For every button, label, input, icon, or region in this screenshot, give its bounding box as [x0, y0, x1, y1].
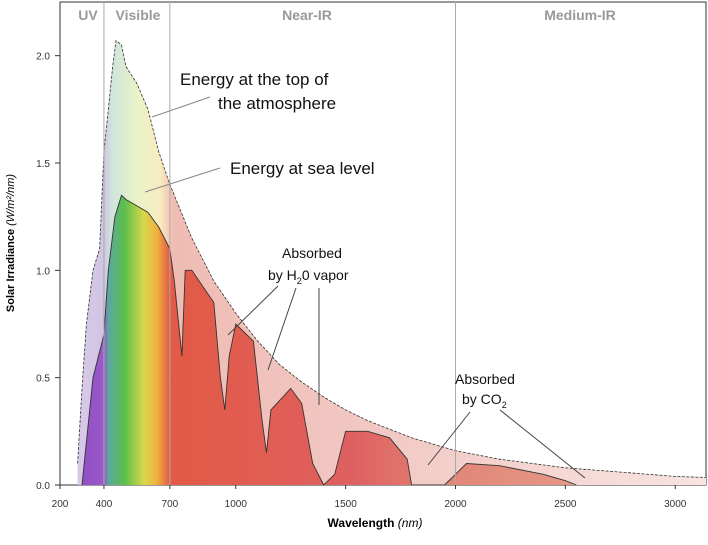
- co2-leader-1: [427, 411, 471, 466]
- annotation-h2o-line1: Absorbed: [282, 245, 342, 261]
- co2-pre: by CO: [462, 391, 502, 407]
- annotation-toa-line1: Energy at the top of: [180, 70, 329, 89]
- y-label-text: Solar Irradiance: [5, 229, 17, 312]
- sea-level-area: [81, 195, 577, 485]
- h2o-sub: 2: [297, 276, 302, 286]
- region-label-near-ir: Near-IR: [282, 7, 332, 23]
- co2-leader-2: [499, 409, 586, 479]
- x-tick-label: 700: [162, 499, 179, 510]
- region-label-medium-ir: Medium-IR: [544, 7, 616, 23]
- x-tick-label: 1500: [335, 499, 358, 510]
- co2-sub: 2: [502, 400, 507, 410]
- y-tick-label: 0.5: [36, 374, 50, 385]
- x-label-text: Wavelength: [328, 516, 395, 530]
- x-axis-label: Wavelength (nm): [328, 516, 423, 530]
- sea-level-area-line: [81, 194, 577, 486]
- x-label-unit: (nm): [398, 516, 423, 530]
- y-tick-label: 1.5: [36, 159, 50, 170]
- sea-leader-line: [144, 167, 221, 193]
- annotation-co2-line2: by CO2: [462, 391, 507, 410]
- x-tick-label: 2000: [444, 499, 467, 510]
- h2o-post: 0 vapor: [302, 267, 349, 283]
- toa-area-line: [77, 39, 707, 478]
- x-tick-label: 2500: [554, 499, 577, 510]
- h2o-leader-1: [227, 285, 279, 336]
- annotation-co2-line1: Absorbed: [455, 371, 515, 387]
- annotation-sea-level: Energy at sea level: [230, 159, 375, 178]
- x-tick-label: 3000: [664, 499, 687, 510]
- x-tick-label: 400: [96, 499, 113, 510]
- region-label-uv: UV: [78, 7, 98, 23]
- h2o-pre: by H: [268, 267, 297, 283]
- h2o-leader-2: [267, 287, 297, 371]
- x-tick-label: 200: [52, 499, 69, 510]
- toa-leader-line: [151, 96, 211, 118]
- region-label-visible: Visible: [116, 7, 161, 23]
- x-tick-label: 1000: [225, 499, 248, 510]
- annotation-h2o-line2: by H20 vapor: [268, 267, 349, 286]
- y-tick-label: 2.0: [36, 52, 50, 63]
- y-label-unit: (W/m²/nm): [5, 174, 17, 226]
- y-tick-label: 0.0: [36, 481, 50, 492]
- annotation-toa-line2: the atmosphere: [218, 94, 336, 113]
- y-axis-label: Solar Irradiance (W/m²/nm): [5, 174, 17, 312]
- y-tick-label: 1.0: [36, 266, 50, 277]
